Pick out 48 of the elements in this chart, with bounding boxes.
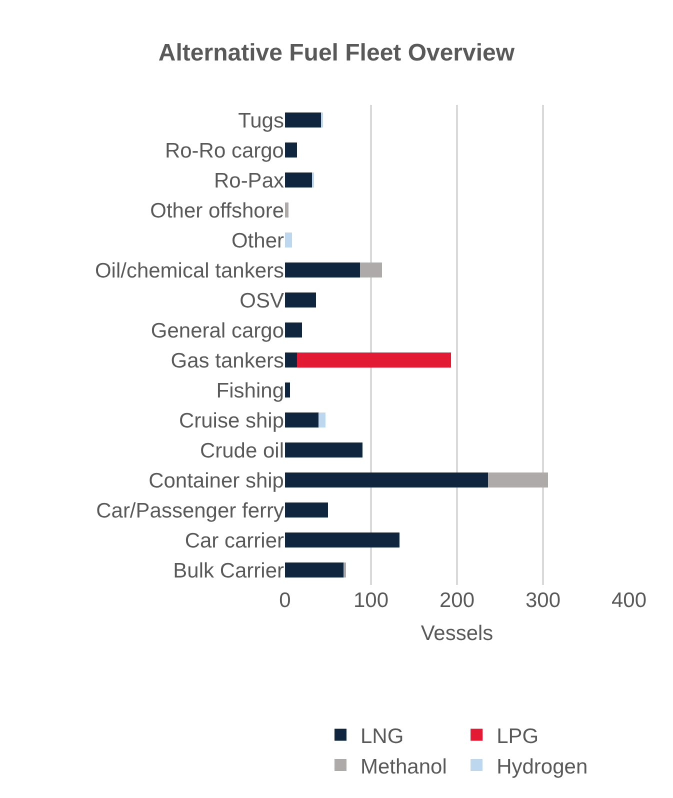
- y-tick-label: Car carrier: [184, 529, 284, 552]
- y-tick-label: Other offshore: [150, 199, 284, 222]
- bar: [285, 472, 488, 488]
- x-tick-label: 0: [279, 589, 291, 612]
- bar: [285, 382, 290, 398]
- bar: [285, 142, 298, 158]
- bar: [285, 172, 313, 188]
- bar: [285, 292, 316, 308]
- chart-title: Alternative Fuel Fleet Overview: [158, 39, 515, 66]
- bar: [285, 322, 302, 338]
- y-tick-label: Bulk Carrier: [173, 559, 284, 582]
- bar: [285, 412, 319, 428]
- x-tick-label: 400: [611, 589, 647, 612]
- y-tick-label: Cruise ship: [178, 409, 284, 432]
- x-tick-label: 200: [439, 589, 475, 612]
- bar: [285, 262, 360, 278]
- y-tick-label: Ro-Ro cargo: [164, 139, 284, 162]
- bar: [297, 352, 451, 368]
- legend-label: LNG: [360, 724, 404, 748]
- bar: [285, 202, 288, 218]
- bar: [318, 412, 326, 428]
- bar: [285, 532, 400, 548]
- y-tick-label: General cargo: [150, 319, 284, 342]
- bar: [285, 232, 292, 248]
- y-tick-label: Gas tankers: [170, 349, 284, 372]
- y-tick-label: Tugs: [238, 109, 284, 132]
- legend-label: LPG: [496, 724, 539, 748]
- bar: [285, 502, 328, 518]
- legend-label: Hydrogen: [496, 755, 588, 778]
- y-tick-label: Fishing: [216, 379, 284, 402]
- bar: [488, 472, 548, 488]
- bar: [285, 442, 362, 458]
- x-tick-label: 300: [525, 589, 561, 612]
- bar: [285, 352, 298, 368]
- legend-label: Methanol: [360, 755, 447, 778]
- y-tick-label: Crude oil: [200, 439, 284, 462]
- y-tick-label: Oil/chemical tankers: [94, 259, 284, 282]
- x-axis-title: Vessels: [420, 622, 494, 646]
- y-tick-label: Other: [231, 229, 284, 252]
- bar: [285, 562, 344, 578]
- x-tick-label: 100: [353, 589, 389, 612]
- bar: [285, 112, 322, 128]
- y-tick-label: Car/Passenger ferry: [96, 499, 284, 522]
- y-tick-label: OSV: [240, 289, 284, 312]
- bar: [343, 562, 346, 578]
- y-tick-label: Container ship: [148, 469, 284, 492]
- y-tick-label: Ro-Pax: [214, 169, 284, 192]
- bar: [360, 262, 382, 278]
